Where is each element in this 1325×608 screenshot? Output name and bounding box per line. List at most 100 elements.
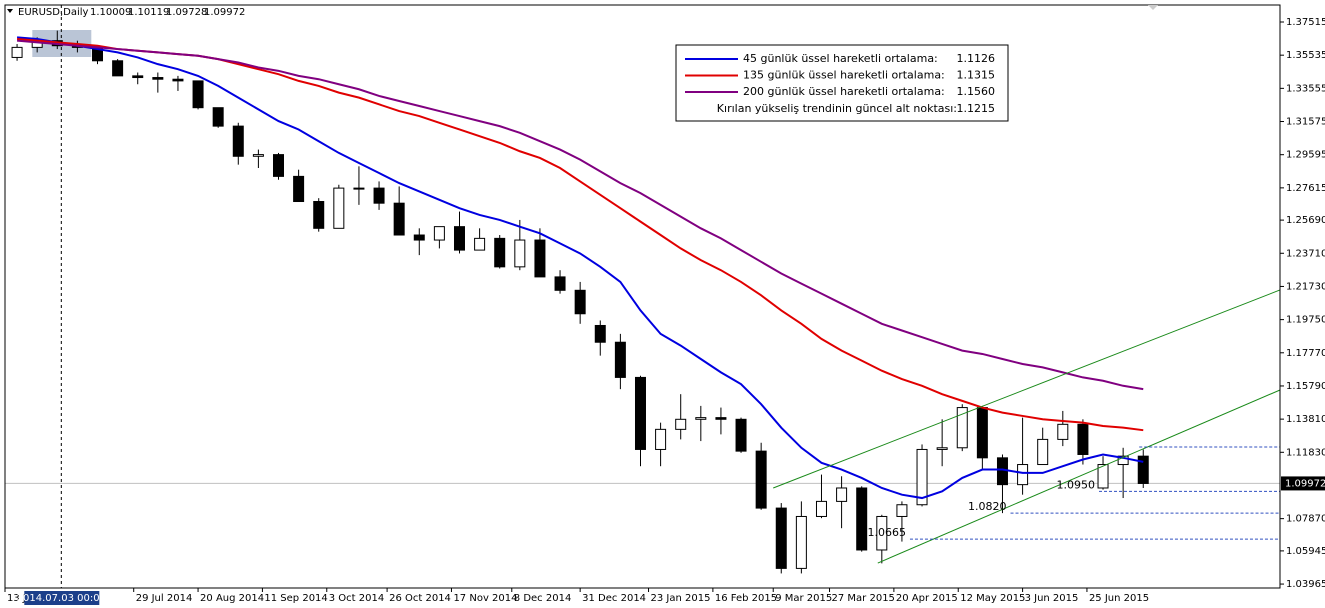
- candle-body: [715, 417, 727, 420]
- candle-body: [112, 60, 124, 77]
- x-tick-label: 16 Feb 2015: [715, 593, 777, 604]
- x-tick-label: 31 Dec 2014: [582, 593, 646, 604]
- legend-value: 1.1215: [957, 102, 996, 115]
- x-tick-label: 11 Sep 2014: [264, 593, 327, 604]
- y-tick-label: 1.11830: [1286, 447, 1325, 458]
- candle-body: [815, 500, 827, 517]
- candle-body: [494, 237, 506, 268]
- candle-body: [11, 46, 23, 58]
- candle-body: [614, 341, 626, 378]
- legend-value: 1.1126: [957, 52, 996, 65]
- y-tick-label: 1.03965: [1286, 579, 1325, 590]
- y-tick-label: 1.07870: [1286, 514, 1325, 525]
- ohlc-close: 1.09972: [204, 7, 245, 18]
- candle-body: [856, 487, 868, 551]
- x-tick-label: 17 Nov 2014: [453, 593, 517, 604]
- candle-body: [1037, 438, 1049, 466]
- level-label: 1.0665: [867, 526, 906, 539]
- candle-body: [1097, 464, 1109, 489]
- price-tag: [1281, 476, 1325, 491]
- x-tick-label: 27 Mar 2015: [832, 593, 895, 604]
- candle-body: [775, 507, 787, 569]
- price-tag-label: 1.09972: [1285, 478, 1325, 489]
- candle-body: [1057, 423, 1069, 440]
- candle-body: [252, 154, 264, 157]
- x-tick-label: 12 May 2015: [960, 593, 1025, 604]
- y-tick-label: 1.15790: [1286, 381, 1325, 392]
- candle-body: [554, 276, 566, 291]
- candle-body: [996, 457, 1008, 486]
- y-tick-label: 1.29595: [1286, 150, 1325, 161]
- crosshair-tag: [24, 591, 100, 605]
- candle-body: [373, 187, 385, 204]
- candle-body: [655, 428, 667, 450]
- candle-body: [232, 125, 244, 157]
- candle-body: [755, 450, 767, 509]
- candle-body: [1137, 455, 1149, 484]
- candle-body: [795, 515, 807, 569]
- x-tick-label: 3 Jun 2015: [1025, 593, 1079, 604]
- candle-body: [152, 77, 164, 80]
- candle-body: [1077, 423, 1089, 455]
- y-tick-label: 1.19750: [1286, 315, 1325, 326]
- x-tick-label: 8 Dec 2014: [514, 593, 572, 604]
- x-tick-label: 3 Oct 2014: [329, 593, 384, 604]
- candle-body: [534, 239, 546, 278]
- menu-arrow: [7, 9, 13, 13]
- x-tick-label: 26 Oct 2014: [389, 593, 451, 604]
- candle-body: [594, 324, 606, 343]
- y-tick-label: 1.05945: [1286, 546, 1325, 557]
- candle-body: [876, 515, 888, 551]
- candle-body: [453, 226, 465, 251]
- y-tick-label: 1.25690: [1286, 215, 1325, 226]
- moving-average: [16, 39, 1144, 391]
- trendline: [877, 389, 1281, 564]
- y-tick-label: 1.37515: [1286, 17, 1325, 28]
- candle-body: [1117, 455, 1129, 466]
- candle-body: [273, 154, 285, 177]
- candle-body: [333, 187, 345, 229]
- x-tick-label: 25 Jun 2015: [1089, 593, 1149, 604]
- symbol: EURUSD,Daily: [18, 7, 89, 18]
- candle-body: [353, 187, 365, 190]
- legend: [675, 44, 1009, 122]
- y-tick-label: 1.17770: [1286, 348, 1325, 359]
- y-tick-label: 1.13810: [1286, 414, 1325, 425]
- legend-label: Kırılan yükseliş trendinin güncel alt no…: [717, 102, 957, 115]
- candle-body: [172, 78, 184, 82]
- candle-body: [433, 226, 445, 241]
- trendline: [773, 289, 1281, 489]
- candle-body: [1017, 464, 1029, 486]
- level-label: 1.0950: [1057, 478, 1096, 491]
- legend-value: 1.1315: [957, 69, 996, 82]
- y-tick-label: 1.27615: [1286, 183, 1325, 194]
- plot-frame: [4, 4, 1281, 589]
- candle-body: [976, 407, 988, 459]
- candle-body: [836, 487, 848, 502]
- candle-body: [474, 237, 486, 251]
- candle-body: [675, 418, 687, 430]
- ohlc-open: 1.10009: [90, 7, 131, 18]
- candle-body: [293, 175, 305, 203]
- plot-area: 1.0950 1.0820 1.0665: [5, 5, 1281, 588]
- candle-body: [695, 417, 707, 420]
- candle-body: [132, 75, 144, 79]
- y-tick-label: 1.23710: [1286, 248, 1325, 259]
- candle-body: [212, 107, 224, 127]
- moving-average: [16, 36, 1144, 500]
- x-tick-label: 29 Jul 2014: [136, 593, 193, 604]
- candle-body: [735, 418, 747, 452]
- candle-body: [393, 202, 405, 236]
- candle-body: [896, 504, 908, 517]
- legend-value: 1.1560: [957, 85, 996, 98]
- x-tick-label: 20 Apr 2015: [896, 593, 958, 604]
- legend-label: 45 günlük üssel hareketli ortalama:: [743, 52, 938, 65]
- candle-body: [634, 376, 646, 450]
- y-tick-label: 1.31575: [1286, 117, 1325, 128]
- crosshair-label: 2014.07.03 00:00: [17, 593, 106, 604]
- legend-label: 200 günlük üssel hareketli ortalama:: [743, 85, 945, 98]
- legend-label: 135 günlük üssel hareketli ortalama:: [743, 69, 945, 82]
- x-tick-label: 23 Jan 2015: [651, 593, 711, 604]
